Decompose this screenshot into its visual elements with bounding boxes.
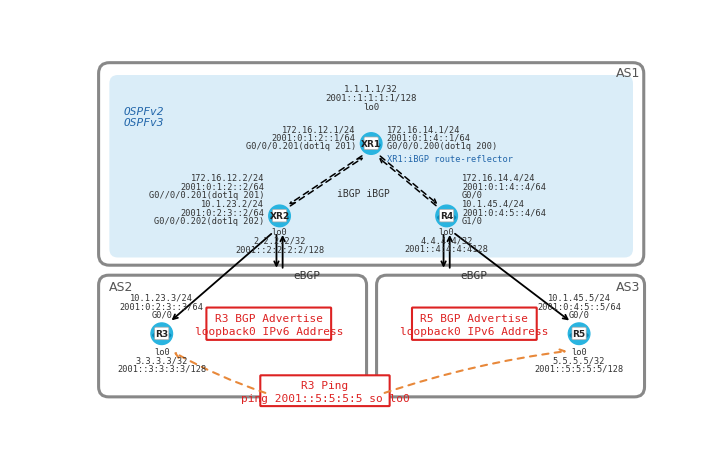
Circle shape	[436, 205, 457, 227]
Ellipse shape	[362, 141, 381, 149]
Text: AS2: AS2	[109, 281, 133, 294]
FancyBboxPatch shape	[154, 327, 169, 340]
Text: 10.1.45.5/24: 10.1.45.5/24	[547, 294, 610, 303]
Text: 172.16.12.2/24: 172.16.12.2/24	[191, 173, 264, 183]
Text: R5 BGP Advertise: R5 BGP Advertise	[420, 315, 529, 325]
Text: AS3: AS3	[616, 281, 641, 294]
Text: iBGP iBGP: iBGP iBGP	[337, 189, 390, 199]
Circle shape	[360, 133, 382, 154]
Text: R3: R3	[155, 330, 168, 339]
Text: 2001::4:4:4:4128: 2001::4:4:4:4128	[405, 245, 489, 254]
FancyBboxPatch shape	[109, 75, 633, 258]
Text: 2001::1:1:1:1/128: 2001::1:1:1:1/128	[326, 93, 417, 103]
Ellipse shape	[270, 214, 289, 221]
Circle shape	[151, 323, 173, 344]
Text: OSPFv2: OSPFv2	[123, 106, 164, 116]
Text: 2001:0:1:2::1/64: 2001:0:1:2::1/64	[272, 133, 356, 143]
Text: G0/0/0.201(dot1q 201): G0/0/0.201(dot1q 201)	[246, 142, 356, 151]
Ellipse shape	[569, 332, 589, 339]
Text: 10.1.23.3/24: 10.1.23.3/24	[130, 294, 194, 303]
FancyBboxPatch shape	[207, 308, 331, 340]
Text: lo0: lo0	[439, 228, 455, 237]
Text: eBGP: eBGP	[460, 270, 487, 281]
Text: ping 2001::5:5:5:5 so lo0: ping 2001::5:5:5:5 so lo0	[241, 394, 410, 404]
Text: 2001:0:4:5::5/64: 2001:0:4:5::5/64	[537, 302, 621, 311]
Text: 2001::2:2:2:2/128: 2001::2:2:2:2/128	[235, 245, 324, 254]
Text: lo0: lo0	[363, 103, 379, 112]
Text: G0//0/0.201(dot1q 201): G0//0/0.201(dot1q 201)	[149, 190, 264, 200]
Text: XR2: XR2	[270, 212, 289, 221]
Text: OSPFv3: OSPFv3	[123, 118, 164, 128]
Text: AS1: AS1	[616, 67, 640, 80]
FancyBboxPatch shape	[376, 275, 645, 397]
FancyBboxPatch shape	[439, 210, 454, 222]
Text: 1.1.1.1/32: 1.1.1.1/32	[344, 84, 398, 93]
FancyBboxPatch shape	[260, 375, 389, 406]
FancyBboxPatch shape	[572, 327, 586, 340]
Circle shape	[269, 205, 290, 227]
Text: XR1:iBGP route-reflector: XR1:iBGP route-reflector	[386, 155, 513, 164]
Text: G0/0: G0/0	[568, 310, 589, 320]
Text: 2.2.2.2/32: 2.2.2.2/32	[253, 237, 306, 246]
Text: G0/0: G0/0	[152, 310, 173, 320]
Ellipse shape	[152, 332, 171, 339]
FancyBboxPatch shape	[364, 137, 378, 149]
Text: XR1: XR1	[361, 139, 381, 148]
FancyBboxPatch shape	[273, 210, 286, 222]
FancyBboxPatch shape	[412, 308, 536, 340]
Text: 2001::5:5:5:5/128: 2001::5:5:5:5/128	[534, 365, 624, 374]
Text: G0/0: G0/0	[462, 190, 483, 200]
Text: 2001:0:1:2::2/64: 2001:0:1:2::2/64	[180, 182, 264, 191]
Text: lo0: lo0	[154, 348, 170, 357]
Text: 2001::3:3:3:3/128: 2001::3:3:3:3/128	[117, 365, 207, 374]
Text: 5.5.5.5/32: 5.5.5.5/32	[553, 356, 605, 365]
Text: 2001:0:4:5::4/64: 2001:0:4:5::4/64	[462, 208, 546, 217]
Text: R3 BGP Advertise: R3 BGP Advertise	[215, 315, 323, 325]
Text: eBGP: eBGP	[294, 270, 320, 281]
Text: G0/0/0.200(dot1q 200): G0/0/0.200(dot1q 200)	[386, 142, 497, 151]
FancyBboxPatch shape	[99, 275, 367, 397]
FancyBboxPatch shape	[99, 63, 644, 265]
Text: 2001:0:2:3::3/64: 2001:0:2:3::3/64	[120, 302, 204, 311]
Text: R4: R4	[440, 212, 453, 221]
Text: lo0: lo0	[571, 348, 587, 357]
Text: 2001:0:1:4::1/64: 2001:0:1:4::1/64	[386, 133, 471, 143]
Text: loopback0 IPv6 Address: loopback0 IPv6 Address	[194, 327, 343, 337]
Text: R3 Ping: R3 Ping	[302, 382, 349, 391]
Text: G1/0: G1/0	[462, 217, 483, 226]
Text: 2001:0:2:3::2/64: 2001:0:2:3::2/64	[180, 208, 264, 217]
Circle shape	[568, 323, 590, 344]
Text: 10.1.45.4/24: 10.1.45.4/24	[462, 200, 525, 209]
Text: R5: R5	[573, 330, 586, 339]
Text: 3.3.3.3/32: 3.3.3.3/32	[136, 356, 188, 365]
Text: G0/0/0.202(dot1q 202): G0/0/0.202(dot1q 202)	[154, 217, 264, 226]
Text: 172.16.12.1/24: 172.16.12.1/24	[282, 125, 356, 134]
Text: 2001:0:1:4::4/64: 2001:0:1:4::4/64	[462, 182, 546, 191]
Ellipse shape	[437, 214, 456, 221]
Text: 172.16.14.1/24: 172.16.14.1/24	[386, 125, 460, 134]
Text: 10.1.23.2/24: 10.1.23.2/24	[201, 200, 264, 209]
Text: loopback0 IPv6 Address: loopback0 IPv6 Address	[400, 327, 549, 337]
Text: 4.4.4.4/32: 4.4.4.4/32	[420, 237, 473, 246]
Text: lo0: lo0	[272, 228, 287, 237]
Text: 172.16.14.4/24: 172.16.14.4/24	[462, 173, 536, 183]
